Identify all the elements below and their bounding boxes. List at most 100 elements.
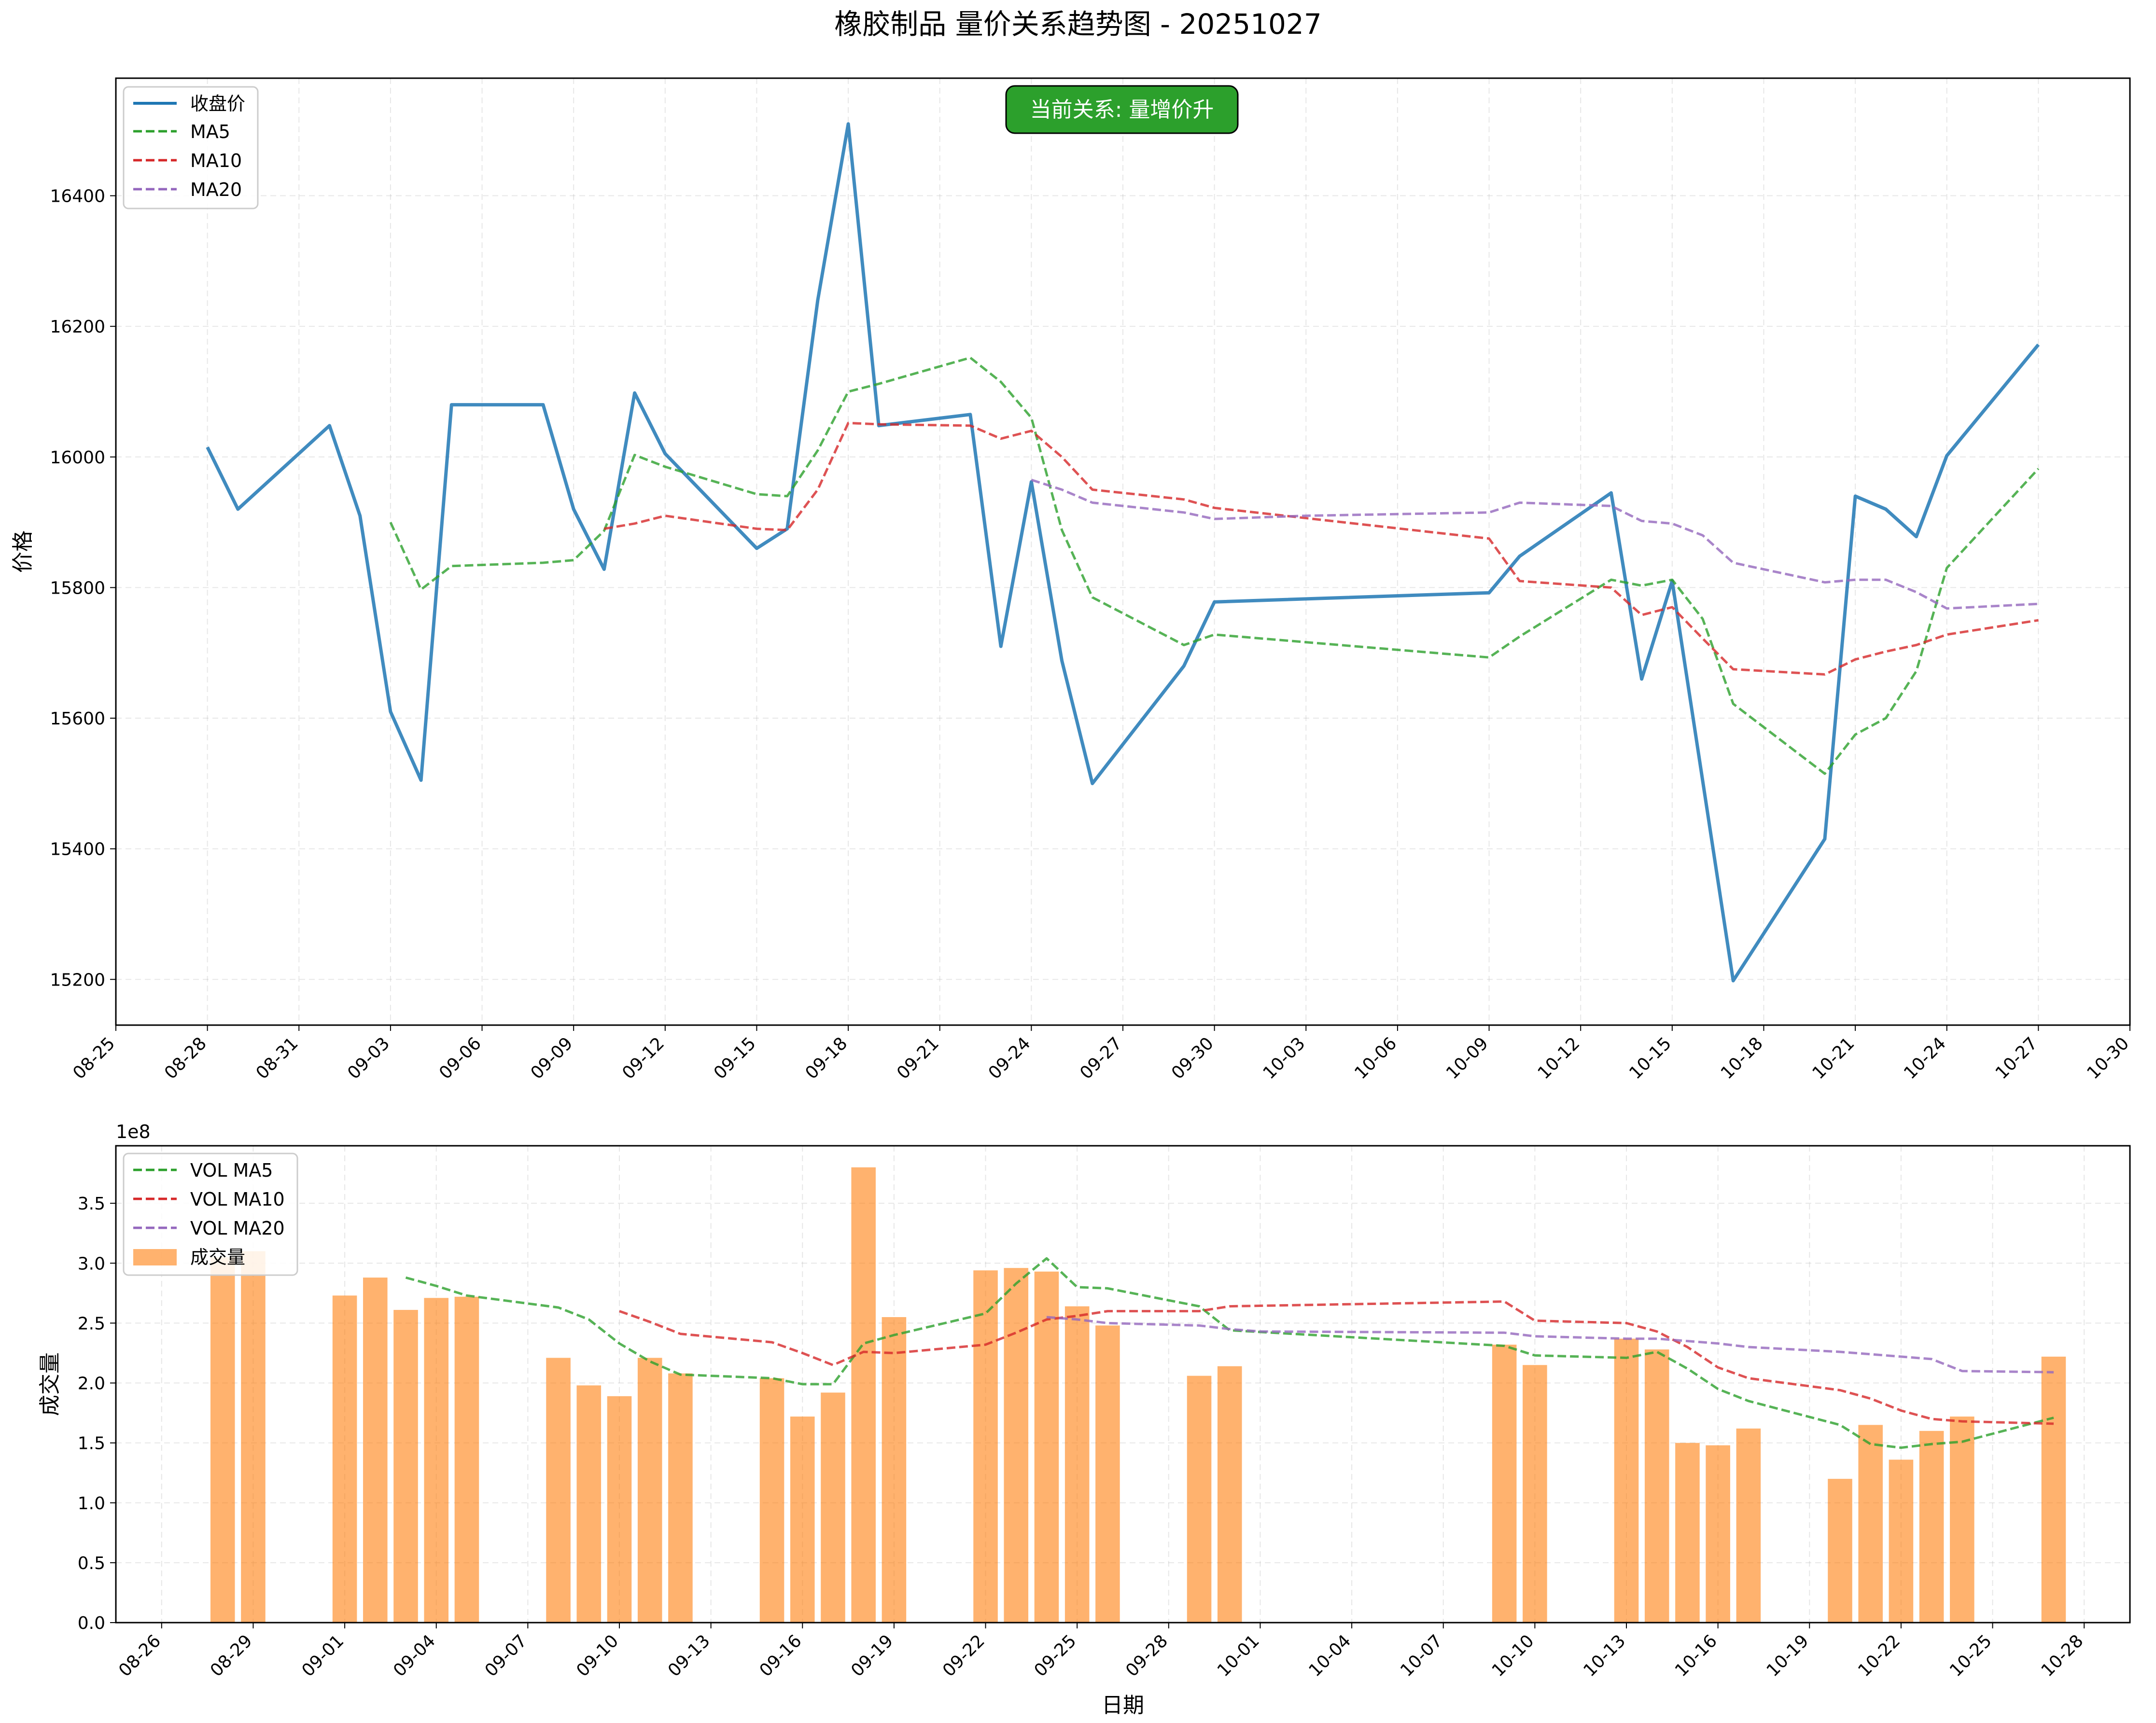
volume-bar: [759, 1378, 784, 1623]
volume-bar: [1614, 1338, 1639, 1623]
x-tick-label: 10-12: [1534, 1033, 1584, 1083]
volume-bar: [210, 1257, 235, 1623]
volume-bar: [2041, 1356, 2066, 1623]
volume-y-axis-label: 成交量: [38, 1352, 62, 1416]
x-tick-label: 10-16: [1671, 1631, 1721, 1681]
x-tick-label: 09-25: [1031, 1631, 1080, 1681]
legend-vol-ma5-label: VOL MA5: [190, 1160, 273, 1181]
series-line-vol-ma20: [1046, 1316, 2054, 1374]
x-tick-label: 08-26: [115, 1631, 165, 1681]
x-tick-label: 10-07: [1397, 1631, 1446, 1681]
series-line-vol-ma5: [405, 1257, 2054, 1449]
price-x-ticks: 08-25 08-28 08-31 09-03 09-06 09-09 09-12 09-15…: [69, 1025, 2133, 1083]
x-tick-label: 10-06: [1351, 1033, 1400, 1083]
x-tick-label: 10-30: [2083, 1033, 2133, 1083]
volume-bars: [210, 1167, 2066, 1623]
volume-bar: [607, 1396, 632, 1623]
x-tick-label: 10-21: [1808, 1033, 1858, 1083]
legend-volume-swatch: [133, 1249, 177, 1265]
chart-title: 橡胶制品 量价关系趋势图 - 20251027: [834, 8, 1321, 41]
volume-bar: [1736, 1428, 1761, 1623]
x-tick-label: 09-07: [481, 1631, 531, 1681]
x-tick-label: 09-03: [344, 1033, 393, 1083]
volume-axes-frame: [115, 1145, 2131, 1624]
volume-y-ticks: 0.0 0.5 1.0 1.5 2.0 2.5 3.0 3.5: [78, 1194, 116, 1633]
volume-bar: [332, 1295, 357, 1623]
x-tick-label: 10-25: [1946, 1631, 1996, 1681]
volume-bar: [424, 1298, 449, 1623]
series-line-vol-ma10: [619, 1300, 2054, 1425]
volume-bar: [1217, 1366, 1242, 1623]
volume-bar: [668, 1373, 693, 1623]
volume-x-axis-label: 日期: [1102, 1693, 1144, 1718]
legend-ma10-label: MA10: [190, 150, 242, 171]
volume-bar: [882, 1317, 907, 1623]
y-tick-label: 2.5: [78, 1314, 105, 1334]
x-tick-label: 10-10: [1488, 1631, 1538, 1681]
volume-bar: [1950, 1417, 1974, 1623]
x-tick-label: 10-18: [1717, 1033, 1767, 1083]
legend-ma20-label: MA20: [190, 179, 242, 200]
y-tick-label: 1.5: [78, 1434, 105, 1454]
x-tick-label: 10-19: [1763, 1631, 1813, 1681]
volume-bar: [1706, 1445, 1730, 1623]
price-grid: [115, 78, 2130, 1025]
x-tick-label: 09-13: [664, 1631, 714, 1681]
volume-panel: 08-26 08-29 09-01 09-04 09-07 09-10 09-13 09-16…: [38, 1121, 2131, 1718]
x-tick-label: 10-04: [1305, 1631, 1355, 1681]
x-tick-label: 08-29: [207, 1631, 256, 1681]
price-y-axis-label: 价格: [11, 530, 35, 573]
x-tick-label: 09-09: [527, 1033, 577, 1083]
price-legend-frame: [123, 86, 259, 209]
y-tick-label: 15200: [50, 970, 105, 990]
volume-bar: [576, 1385, 602, 1623]
x-tick-label: 09-16: [756, 1631, 806, 1681]
x-tick-label: 09-30: [1168, 1033, 1218, 1083]
x-tick-label: 09-22: [939, 1631, 989, 1681]
x-tick-label: 08-25: [69, 1033, 119, 1083]
y-tick-label: 15400: [50, 840, 105, 860]
series-line-ma5: [389, 356, 2040, 775]
x-tick-label: 09-01: [298, 1631, 348, 1681]
x-tick-label: 09-21: [893, 1033, 943, 1083]
y-tick-label: 0.5: [78, 1554, 105, 1573]
y-tick-label: 16400: [50, 187, 105, 207]
x-tick-label: 09-19: [847, 1631, 897, 1681]
volume-bar: [1492, 1345, 1517, 1623]
x-tick-label: 09-06: [435, 1033, 485, 1083]
y-tick-label: 1.0: [78, 1494, 105, 1514]
x-tick-label: 09-18: [801, 1033, 851, 1083]
volume-bar: [393, 1310, 418, 1623]
x-tick-label: 08-28: [161, 1033, 210, 1083]
x-tick-label: 08-31: [252, 1033, 302, 1083]
volume-bar: [1919, 1431, 1944, 1623]
volume-bar: [851, 1167, 876, 1623]
volume-legend-frame: [123, 1153, 298, 1276]
volume-bar: [637, 1358, 662, 1623]
volume-bar: [454, 1296, 479, 1623]
x-tick-label: 09-28: [1122, 1631, 1172, 1681]
relation-badge: 当前关系: 量增价升: [1005, 85, 1239, 134]
x-tick-label: 10-22: [1854, 1631, 1904, 1681]
series-line-close: [206, 122, 2040, 983]
y-tick-label: 16200: [50, 317, 105, 337]
volume-offset-label: 1e8: [116, 1121, 151, 1142]
volume-bar: [1644, 1349, 1669, 1623]
volume-bar: [1675, 1443, 1700, 1623]
x-tick-label: 09-12: [618, 1033, 668, 1083]
x-tick-label: 10-03: [1260, 1033, 1309, 1083]
volume-bar: [1187, 1376, 1212, 1623]
volume-bar: [1064, 1306, 1090, 1623]
x-tick-label: 09-15: [710, 1033, 760, 1083]
price-y-ticks: 15200 15400 15600 15800 16000 16200 16400: [50, 187, 116, 990]
price-series: [206, 122, 2040, 983]
legend-vol-ma20-label: VOL MA20: [190, 1218, 285, 1239]
volume-x-ticks: 08-26 08-29 09-01 09-04 09-07 09-10 09-13 09-16…: [115, 1623, 2087, 1681]
y-tick-label: 15600: [50, 709, 105, 729]
legend-vol-ma10-label: VOL MA10: [190, 1189, 285, 1210]
volume-bar: [363, 1278, 388, 1623]
y-tick-label: 3.5: [78, 1194, 105, 1214]
legend-volume-label: 成交量: [190, 1247, 245, 1268]
relation-badge-text: 当前关系: 量增价升: [1030, 97, 1214, 122]
